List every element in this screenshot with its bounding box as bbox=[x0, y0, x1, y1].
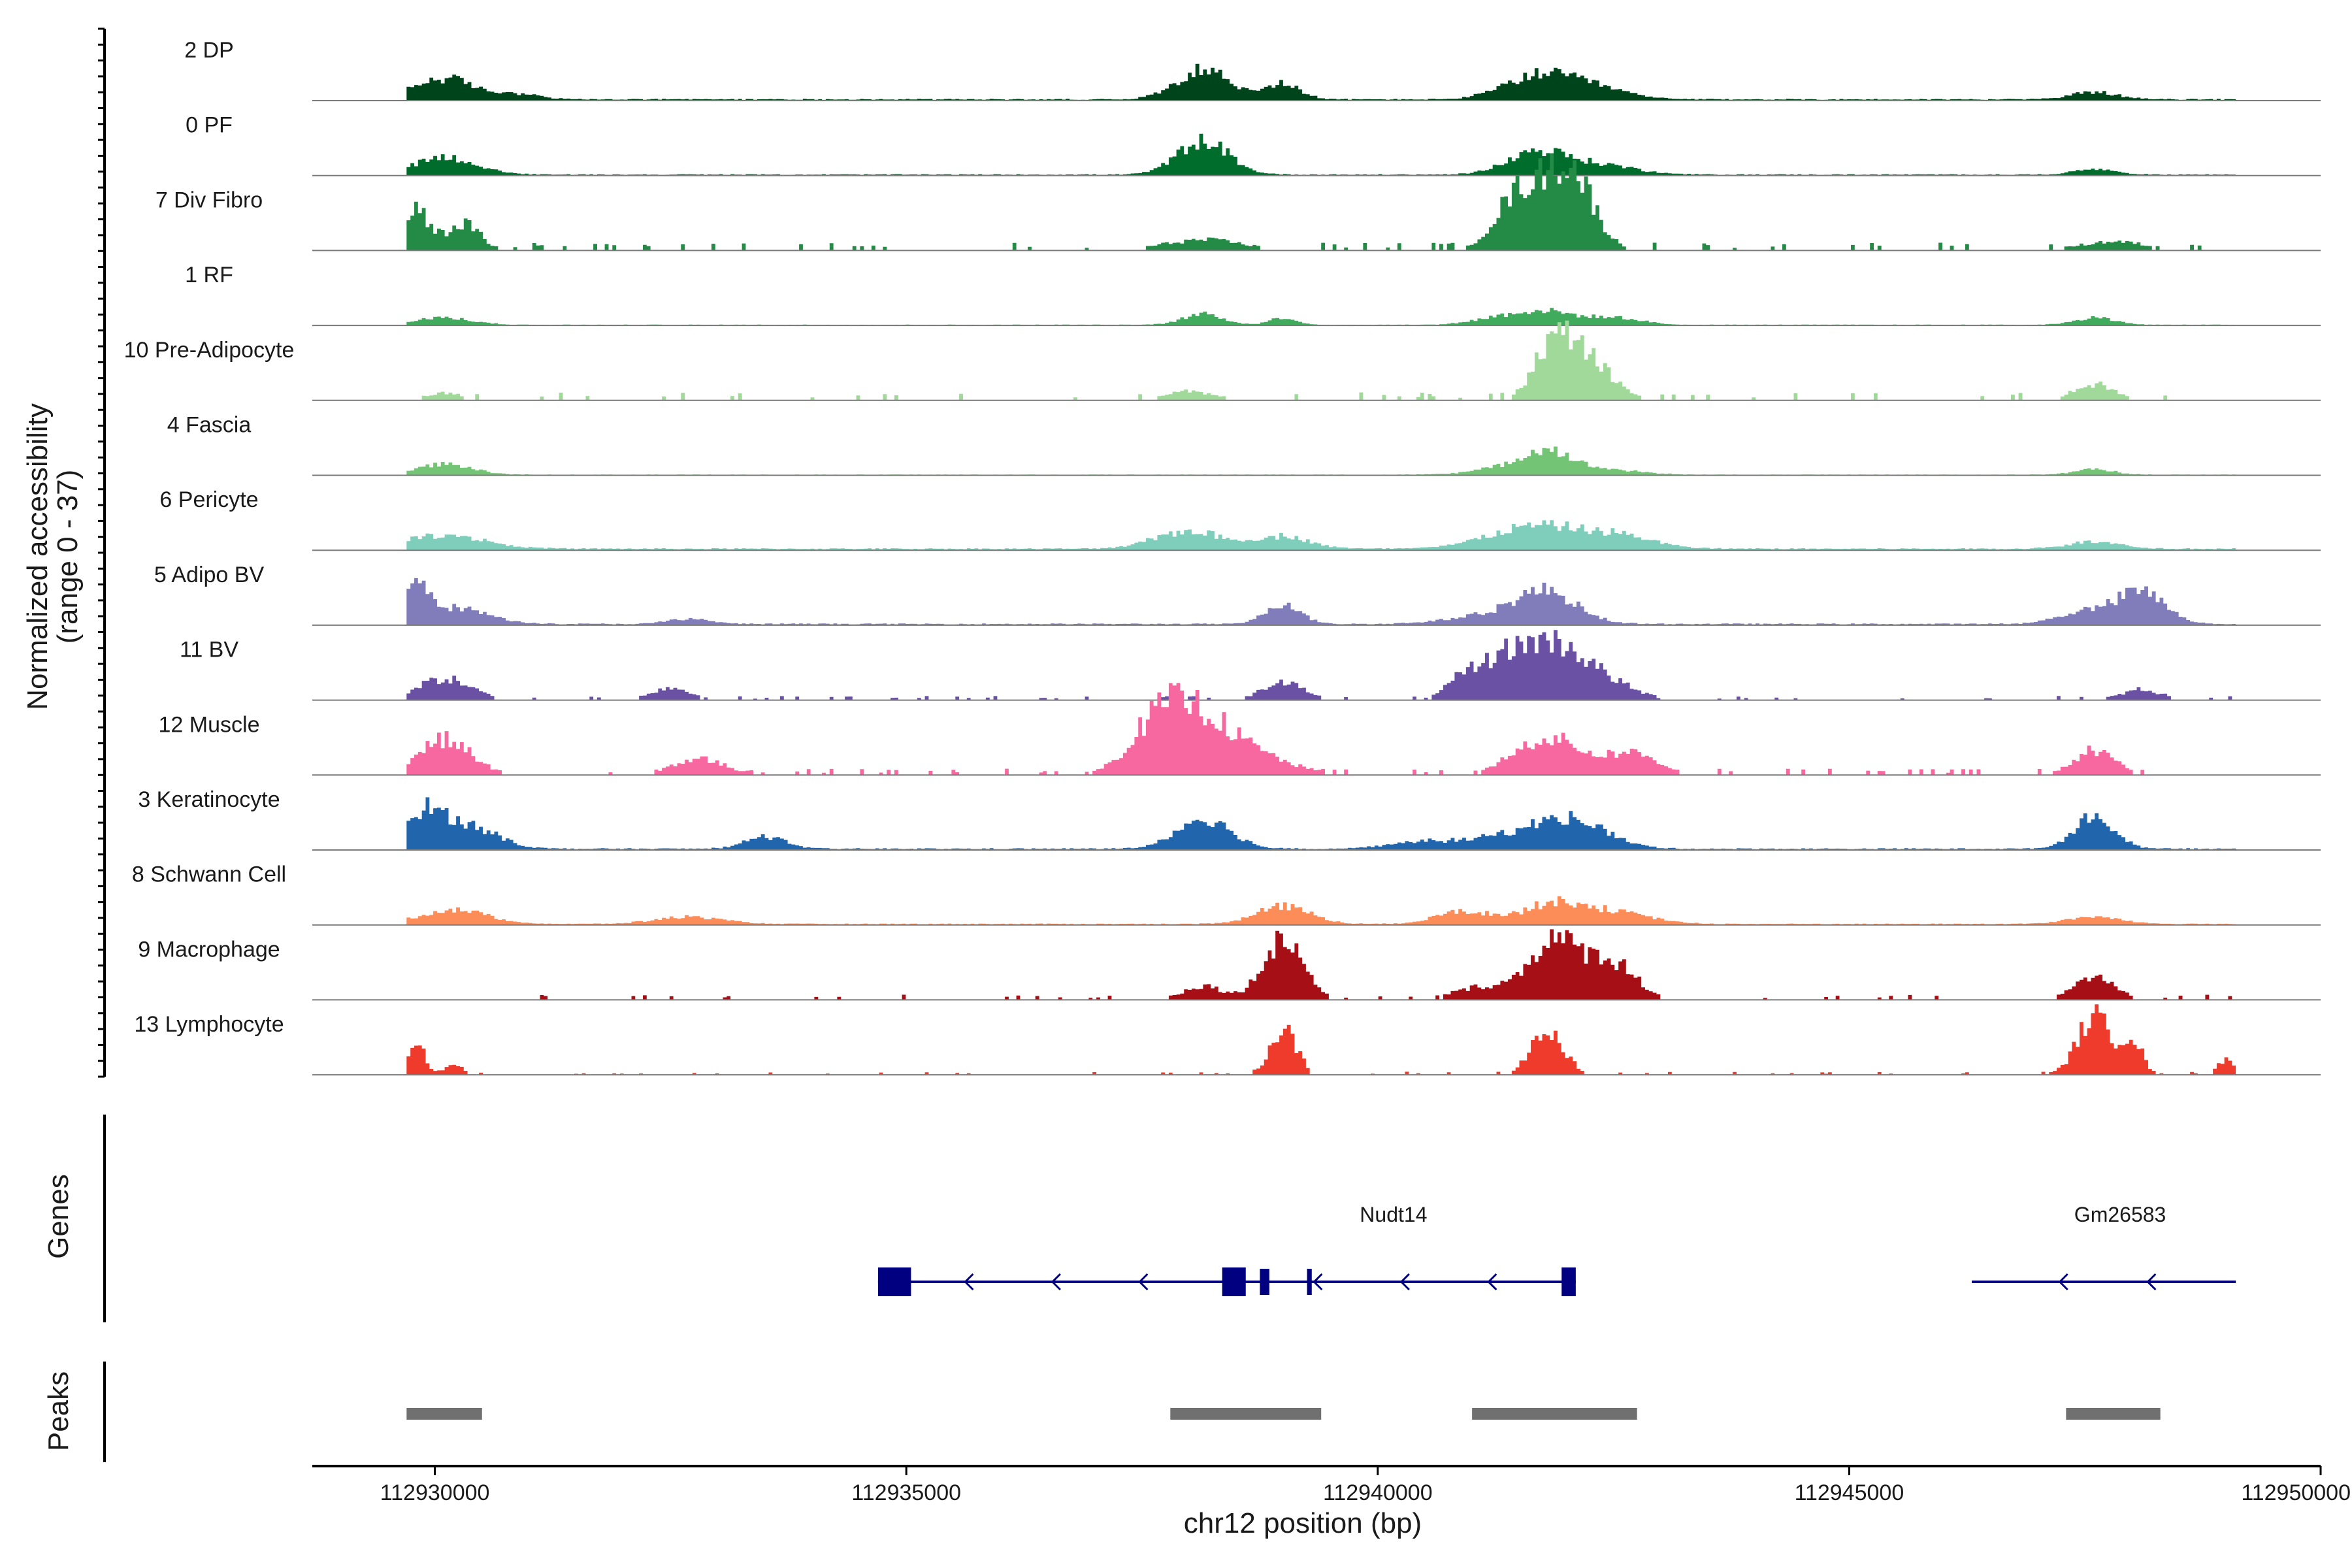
peak-region bbox=[2066, 1408, 2161, 1420]
track-label: 2 DP bbox=[184, 38, 234, 63]
track-1-rf: 1 RF bbox=[185, 263, 2321, 327]
track-label: 6 Pericyte bbox=[159, 487, 258, 512]
track-9-macrophage: 9 Macrophage bbox=[138, 929, 2321, 1001]
gene-nudt14: Nudt14 bbox=[877, 1203, 1576, 1296]
strand-arrow bbox=[1313, 1273, 1323, 1291]
peaks-track-label: Peaks bbox=[42, 1371, 74, 1451]
coverage-area bbox=[406, 520, 2236, 551]
gene-gm26583: Gm26583 bbox=[1972, 1203, 2236, 1291]
gene-name: Gm26583 bbox=[2074, 1203, 2166, 1226]
track-label: 8 Schwann Cell bbox=[132, 862, 286, 887]
track-11-bv: 11 BV bbox=[180, 630, 2321, 701]
track-5-adipo-bv: 5 Adipo BV bbox=[154, 563, 2321, 626]
strand-arrow bbox=[1138, 1273, 1149, 1291]
strand-arrow bbox=[1487, 1273, 1497, 1291]
track-label: 5 Adipo BV bbox=[154, 563, 265, 587]
x-tick-label: 112930000 bbox=[380, 1480, 490, 1505]
coverage-area bbox=[406, 797, 2236, 850]
x-axis-label: chr12 position (bp) bbox=[1184, 1507, 1422, 1539]
track-7-div-fibro: 7 Div Fibro bbox=[155, 153, 2321, 252]
x-tick-label: 112945000 bbox=[1795, 1480, 1904, 1505]
track-label: 0 PF bbox=[186, 113, 233, 138]
track-label: 12 Muscle bbox=[159, 712, 260, 737]
strand-arrow bbox=[2146, 1273, 2157, 1291]
track-3-keratinocyte: 3 Keratinocyte bbox=[138, 787, 2321, 851]
track-label: 3 Keratinocyte bbox=[138, 787, 280, 812]
axes: 112930000 112935000 112940000 112945000 1129… bbox=[98, 27, 2351, 1505]
track-label: 13 Lymphocyte bbox=[134, 1012, 284, 1037]
x-tick-label: 112950000 bbox=[2241, 1480, 2351, 1505]
track-label: 7 Div Fibro bbox=[155, 188, 263, 212]
exon bbox=[1307, 1269, 1312, 1295]
coverage-area bbox=[406, 896, 2236, 925]
peak-region bbox=[406, 1408, 482, 1420]
y-axis-range-label: (range 0 - 37) bbox=[52, 470, 84, 644]
track-label: 10 Pre-Adipocyte bbox=[124, 338, 295, 363]
exon bbox=[877, 1267, 911, 1296]
track-6-pericyte: 6 Pericyte bbox=[159, 487, 2321, 551]
track-label: 11 BV bbox=[180, 638, 238, 662]
y-axis-label: Normalized accessibility bbox=[22, 403, 54, 710]
x-tick-label: 112935000 bbox=[851, 1480, 961, 1505]
track-12-muscle: 12 Muscle bbox=[159, 683, 2321, 776]
track-10-pre-adipocyte: 10 Pre-Adipocyte bbox=[124, 320, 2321, 401]
exon bbox=[1260, 1269, 1269, 1295]
gene-name: Nudt14 bbox=[1360, 1203, 1427, 1226]
genes-track-label: Genes bbox=[42, 1174, 74, 1259]
coverage-area bbox=[406, 578, 2236, 625]
exon bbox=[1222, 1267, 1246, 1296]
exon bbox=[1561, 1267, 1576, 1296]
coverage-tracks: 2 DP 0 PF 7 Div Fibro 1 RF 10 Pre-Adipocyte 4… bbox=[124, 38, 2321, 1420]
track-label: 1 RF bbox=[185, 263, 233, 287]
track-4-fascia: 4 Fascia bbox=[167, 413, 2321, 476]
track-label: 4 Fascia bbox=[167, 413, 252, 438]
strand-arrow bbox=[964, 1273, 974, 1291]
strand-arrow bbox=[1051, 1273, 1061, 1291]
peak-region bbox=[1472, 1408, 1637, 1420]
track-label: 9 Macrophage bbox=[138, 937, 280, 962]
strand-arrow bbox=[2058, 1273, 2068, 1291]
peak-region bbox=[1170, 1408, 1322, 1420]
track-2-dp: 2 DP bbox=[184, 38, 2321, 101]
x-tick-label: 112940000 bbox=[1323, 1480, 1433, 1505]
track-8-schwann-cell: 8 Schwann Cell bbox=[132, 862, 2321, 926]
strand-arrow bbox=[1399, 1273, 1410, 1291]
track-13-lymphocyte: 13 Lymphocyte bbox=[134, 1004, 2321, 1076]
track-0-pf: 0 PF bbox=[186, 113, 2321, 176]
